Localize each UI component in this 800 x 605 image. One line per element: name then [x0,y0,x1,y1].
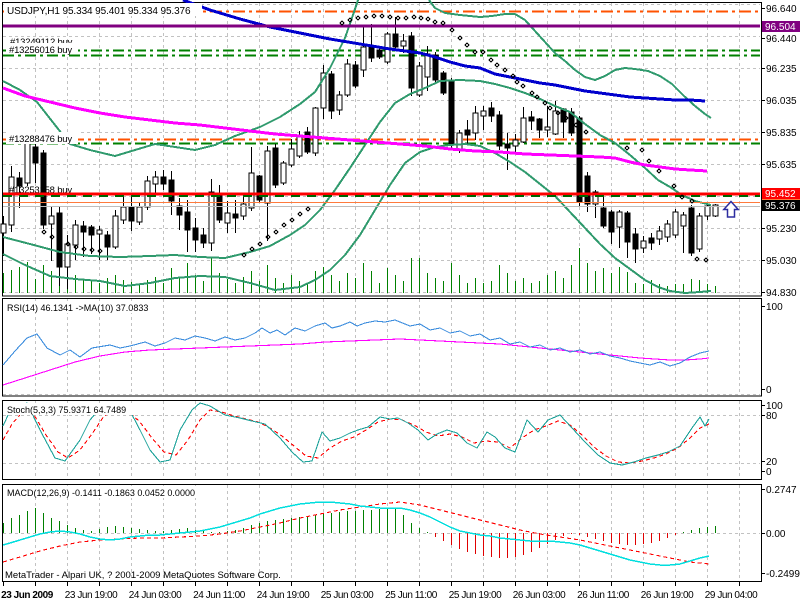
svg-text:Stoch(5,3,3) 75.9371 64.7489: Stoch(5,3,3) 75.9371 64.7489 [7,405,126,415]
svg-text:-0.2499: -0.2499 [766,569,800,580]
svg-text:0: 0 [766,385,772,396]
svg-text:96.035: 96.035 [766,96,797,107]
svg-text:26 Jun 03:00: 26 Jun 03:00 [513,590,566,600]
svg-text:20: 20 [766,457,778,468]
svg-text:100: 100 [766,302,783,313]
svg-text:0: 0 [766,467,772,478]
svg-text:USDJPY,H1 95.334 95.401 95.33: USDJPY,H1 95.334 95.401 95.334 95.376 [7,6,191,17]
svg-text:#13256016 buy: #13256016 buy [9,45,72,56]
svg-text:94.830: 94.830 [766,288,797,299]
svg-text:24 Jun 03:00: 24 Jun 03:00 [129,590,182,600]
svg-text:95.376: 95.376 [765,201,796,212]
svg-text:29 Jun 04:00: 29 Jun 04:00 [705,590,758,600]
svg-text:0.2747: 0.2747 [766,485,797,496]
svg-text:95.030: 95.030 [766,256,797,267]
svg-text:23 Jun 19:00: 23 Jun 19:00 [65,590,118,600]
svg-text:96.640: 96.640 [766,4,797,15]
svg-text:#13253158 buy: #13253158 buy [9,185,72,196]
svg-text:26 Jun 11:00: 26 Jun 11:00 [577,590,630,600]
svg-text:80: 80 [766,411,778,422]
svg-text:96.504: 96.504 [765,22,796,33]
svg-text:25 Jun 19:00: 25 Jun 19:00 [449,590,502,600]
svg-text:95.635: 95.635 [766,160,797,171]
svg-text:#13288476 buy: #13288476 buy [9,134,72,145]
svg-text:#13249112 buy: #13249112 buy [10,37,73,48]
svg-text:24 Jun 11:00: 24 Jun 11:00 [193,590,246,600]
svg-text:25 Jun 03:00: 25 Jun 03:00 [321,590,374,600]
svg-text:23 Jun 2009: 23 Jun 2009 [1,590,54,600]
svg-text:95.452: 95.452 [765,189,796,200]
svg-text:24 Jun 19:00: 24 Jun 19:00 [257,590,310,600]
svg-text:MetaTrader - Alpari UK, ? 2001: MetaTrader - Alpari UK, ? 2001-2009 Meta… [5,570,281,581]
svg-text:RSI(14) 46.1341 ->MA(10) 37.0: RSI(14) 46.1341 ->MA(10) 37.0833 [7,303,148,313]
svg-text:96.440: 96.440 [766,34,797,45]
svg-text:95.230: 95.230 [766,224,797,235]
svg-text:100: 100 [766,401,783,412]
svg-text:0.00: 0.00 [766,529,786,540]
svg-text:25 Jun 11:00: 25 Jun 11:00 [385,590,438,600]
svg-text:MACD(12,26,9) -0.1411 -0.1863: MACD(12,26,9) -0.1411 -0.1863 0.0452 0.0… [7,488,195,498]
svg-text:95.835: 95.835 [766,128,797,139]
svg-text:26 Jun 19:00: 26 Jun 19:00 [641,590,694,600]
svg-text:96.235: 96.235 [766,64,797,75]
